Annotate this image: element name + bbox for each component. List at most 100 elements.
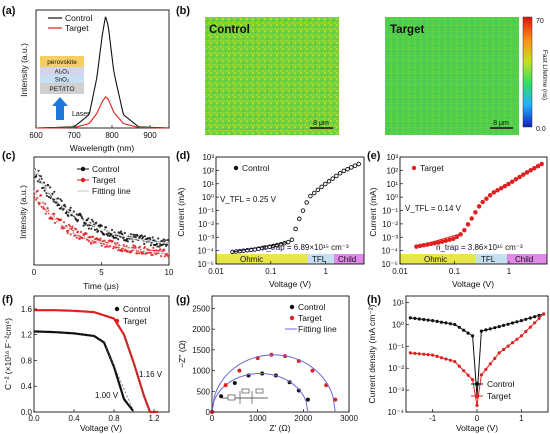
c-xtick-label-10: 10 xyxy=(165,268,174,277)
panel-f-label: (f) xyxy=(2,294,13,306)
f-ytick-label-1.2: 1.2 xyxy=(21,331,33,340)
trpl-point-control xyxy=(67,214,70,218)
dark-jv-point-control xyxy=(537,313,541,317)
e-ytick-label-8: 10³ xyxy=(386,153,398,162)
jv-point-target xyxy=(535,163,541,169)
legend-g-target-marker xyxy=(289,315,295,321)
legend-g-control-marker xyxy=(289,304,295,310)
h-ytick-label-2: 10⁻² xyxy=(388,364,404,373)
panel-c: (c) Control Target Fitting line 0 5 10 Tim… xyxy=(2,150,174,291)
panel-f-marks xyxy=(33,309,158,414)
jv-point-control xyxy=(319,184,324,190)
colorbar-label: Fast Lifetime (ns) xyxy=(541,50,548,100)
panel-a-label: (a) xyxy=(2,5,16,17)
f-ytick-label-1.6: 1.6 xyxy=(21,305,33,314)
nyquist-fit-control xyxy=(211,373,309,413)
region-d-tfl-label: TFL xyxy=(312,255,327,264)
trpl-point-control xyxy=(143,235,146,238)
trpl-point-control xyxy=(72,210,75,213)
region-e-child xyxy=(507,254,547,264)
trpl-point-target xyxy=(74,234,77,237)
panel-h-marks xyxy=(408,312,546,407)
jv-point-target xyxy=(451,236,456,242)
d-ytick-label-7: 10² xyxy=(202,166,214,175)
trpl-point-target xyxy=(53,212,56,215)
tangent-target xyxy=(123,334,151,413)
jv-point-target xyxy=(502,183,508,189)
trpl-point-target xyxy=(67,223,70,226)
trpl-point-target xyxy=(70,227,73,230)
dark-jv-point-target xyxy=(426,353,430,357)
control-ohmic-fit xyxy=(232,242,288,253)
legend-d-control: Control xyxy=(242,163,270,173)
panel-a-ylabel: Intensity (a.u.) xyxy=(19,43,29,97)
dark-jv-point-target xyxy=(457,364,461,368)
dark-jv-point-target xyxy=(444,357,448,361)
trpl-point-target xyxy=(90,242,93,245)
trpl-point-control xyxy=(65,211,68,214)
jv-point-target xyxy=(480,199,485,205)
dark-jv-point-control xyxy=(497,325,501,329)
trpl-point-target xyxy=(89,235,92,238)
trpl-point-control xyxy=(132,233,135,236)
dark-jv-point-target xyxy=(528,325,532,329)
trpl-point-target xyxy=(99,237,102,240)
panel-g: (g) 0 500 1000 1500 2000 2500 0 1000 2000 3000 C… xyxy=(176,294,358,433)
panel-g-marks xyxy=(210,352,338,414)
panel-d-label: (d) xyxy=(176,150,190,162)
trpl-point-control xyxy=(112,235,115,238)
dark-jv-point-control xyxy=(413,316,417,320)
trpl-point-control xyxy=(39,175,43,178)
trpl-point-control xyxy=(115,236,118,239)
dark-jv-point-target xyxy=(542,312,546,316)
map-control-title: Control xyxy=(209,24,250,36)
panel-c-ylabel: Intensity (a.u.) xyxy=(18,185,28,239)
dark-jv-point-control xyxy=(533,315,537,319)
trpl-point-target xyxy=(136,252,139,255)
trpl-point-control xyxy=(141,236,145,239)
trpl-point-control xyxy=(134,233,137,237)
trpl-point-target xyxy=(95,237,98,240)
trpl-point-target xyxy=(81,237,84,240)
f-ytick-label-0.4: 0.4 xyxy=(21,382,33,391)
dark-jv-point-target xyxy=(519,334,524,338)
trpl-point-target xyxy=(44,212,47,215)
ntrap-d: n_trap = 6.89×10¹⁵ cm⁻³ xyxy=(262,243,349,252)
ntrap-e: n_trap = 3.86×10¹⁵ cm⁻³ xyxy=(436,243,523,252)
g-ytick-label-500: 500 xyxy=(197,387,211,396)
equivalent-circuit-icon xyxy=(222,388,268,404)
panel-f-xticks: 0.0 0.4 0.8 1.2 xyxy=(28,409,160,423)
g-ytick-label-0: 0 xyxy=(206,408,211,417)
legend-f-target-marker xyxy=(114,318,120,324)
dark-jv-point-control xyxy=(524,317,528,321)
trpl-point-control xyxy=(76,219,80,222)
jv-point-target xyxy=(521,172,526,177)
trpl-point-control xyxy=(120,230,123,233)
legend-e-marker xyxy=(411,165,417,171)
panel-c-marks xyxy=(33,168,170,258)
panel-c-xticks: 0 5 10 xyxy=(32,262,174,277)
jv-point-target xyxy=(513,177,519,182)
region-e-tfl-label: TFL xyxy=(481,255,496,264)
panel-g-xticks: 0 1000 2000 3000 xyxy=(210,409,358,423)
region-e-ohmic-label: Ohmic xyxy=(424,255,447,264)
region-e-ohmic xyxy=(400,254,475,264)
panel-d-marks xyxy=(230,161,361,255)
h-xtick-label--1: -1 xyxy=(429,414,437,423)
trpl-point-control xyxy=(36,180,40,183)
trpl-point-control xyxy=(90,218,94,221)
panel-g-label: (g) xyxy=(176,294,190,306)
legend-f-control-marker xyxy=(114,306,120,312)
dark-jv-point-control xyxy=(488,327,492,331)
f-xtick-label-0.4: 0.4 xyxy=(68,414,80,423)
fitting-line-control xyxy=(33,168,170,244)
f-ytick-label-0.0: 0.0 xyxy=(21,408,33,417)
dark-jv-point-target xyxy=(466,373,470,377)
dark-jv-point-control xyxy=(493,326,497,330)
trpl-point-target xyxy=(114,242,117,245)
trpl-point-target xyxy=(78,237,81,240)
trpl-point-control xyxy=(126,240,129,243)
trpl-point-control xyxy=(59,207,63,210)
region-e-tfl xyxy=(475,254,507,264)
